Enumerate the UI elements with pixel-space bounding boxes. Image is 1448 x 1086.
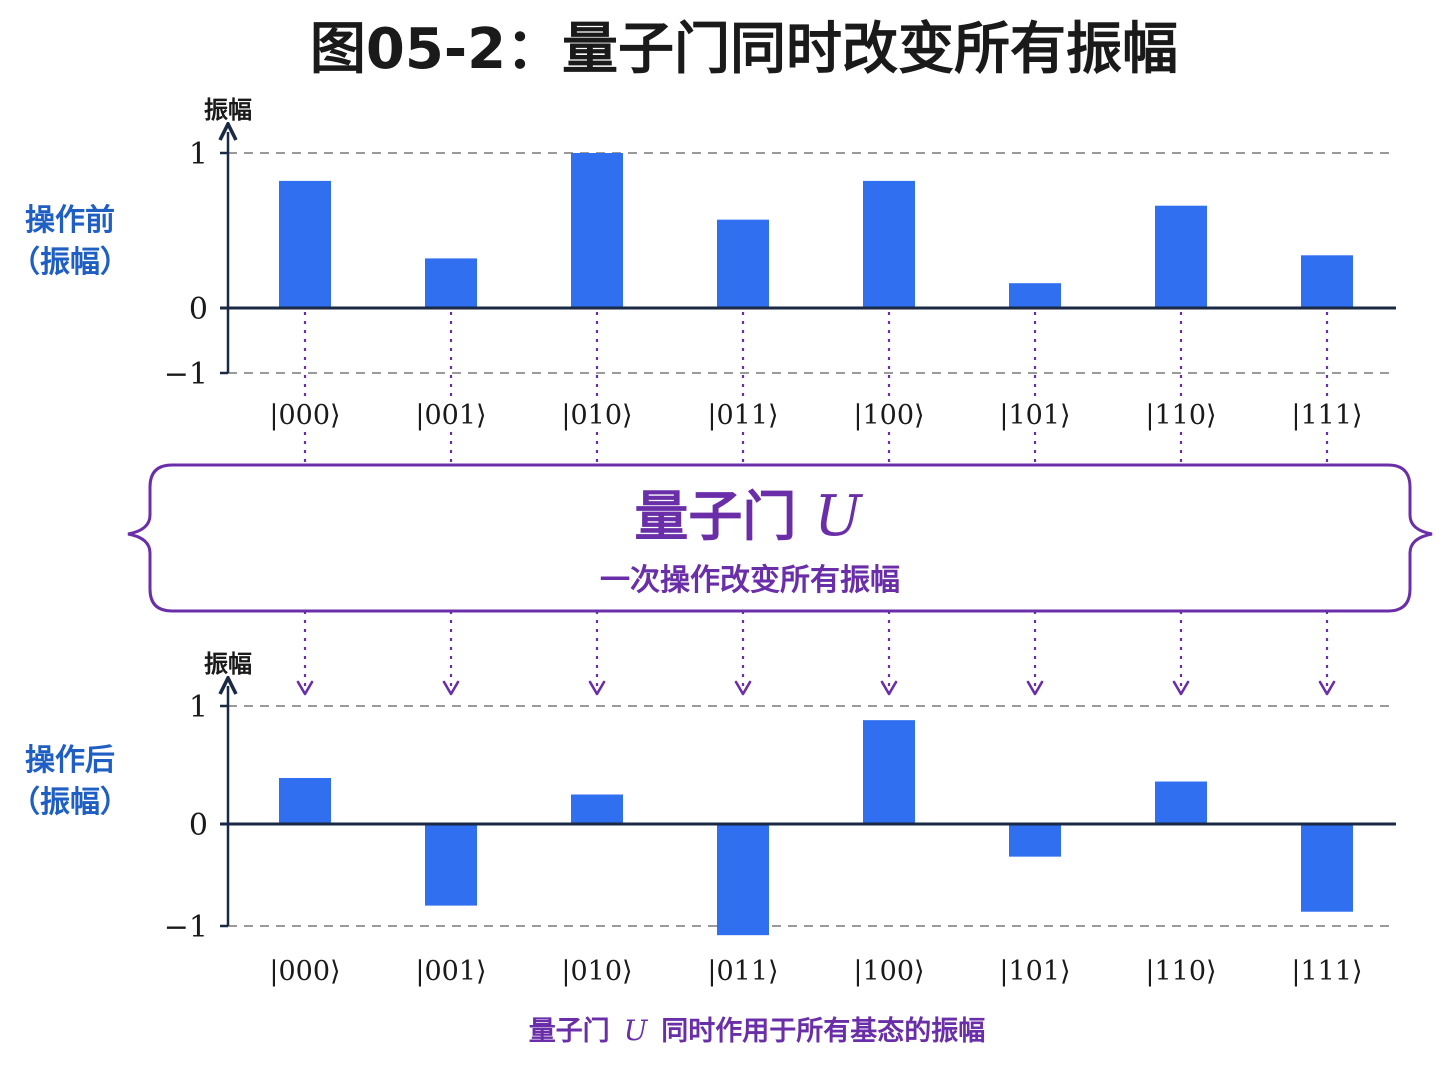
y-tick-label: 1	[189, 690, 208, 725]
bar	[571, 153, 623, 308]
bar	[279, 777, 331, 824]
chart-before: 操作前 （振幅） 振幅 1 0 −1 |000⟩ |001⟩ |010⟩ |011⟩ |100…	[10, 96, 1396, 431]
gate-bracket	[127, 463, 1433, 613]
gate-title: 量子门	[634, 485, 796, 548]
side-label-line2: （振幅）	[10, 245, 130, 280]
y-axis-title: 振幅	[204, 650, 252, 678]
x-tick-label: |011⟩	[707, 956, 778, 987]
x-tick-label: |101⟩	[999, 956, 1070, 987]
connector-arrowhead	[442, 680, 460, 696]
caption-symbol: U	[624, 1014, 649, 1047]
y-axis-title: 振幅	[204, 96, 252, 124]
connector-arrowhead	[296, 680, 314, 696]
y-tick-label: 1	[189, 137, 208, 172]
x-tick-label: |110⟩	[1145, 400, 1216, 431]
bar	[279, 180, 331, 308]
bar	[571, 794, 623, 824]
x-tick-label: |001⟩	[415, 400, 486, 431]
connector-arrowhead	[1172, 680, 1190, 696]
bar	[717, 219, 769, 308]
bar	[717, 824, 769, 936]
side-label-line1: 操作前	[25, 203, 115, 238]
y-tick-label: 0	[189, 292, 208, 327]
connector-arrowhead	[588, 680, 606, 696]
bar	[1009, 824, 1061, 857]
x-tick-label: |000⟩	[269, 400, 340, 431]
bar	[1301, 255, 1353, 308]
bar	[1009, 283, 1061, 308]
x-tick-label: |010⟩	[561, 400, 632, 431]
x-tick-label: |101⟩	[999, 400, 1070, 431]
y-tick-label: 0	[189, 808, 208, 843]
gate-title-line: 量子门 U	[634, 484, 863, 549]
x-tick-label: |111⟩	[1291, 956, 1362, 987]
y-tick-label: −1	[164, 910, 208, 945]
connector-arrowhead	[880, 680, 898, 696]
bar	[425, 258, 477, 308]
caption-prefix: 量子门	[529, 1016, 610, 1047]
gate-symbol: U	[814, 484, 863, 549]
bar	[1155, 781, 1207, 824]
bar	[425, 824, 477, 906]
x-tick-label: |000⟩	[269, 956, 340, 987]
side-label-line1: 操作后	[25, 743, 115, 778]
connector-arrows	[296, 312, 1336, 696]
connector-arrowhead	[1318, 680, 1336, 696]
gate-subtitle: 一次操作改变所有振幅	[600, 563, 900, 598]
bar	[1301, 824, 1353, 912]
caption-suffix: 同时作用于所有基态的振幅	[661, 1015, 985, 1047]
x-tick-label: |111⟩	[1291, 400, 1362, 431]
bar	[863, 720, 915, 824]
figure-title: 图05-2：量子门同时改变所有振幅	[310, 17, 1178, 82]
x-tick-label: |011⟩	[707, 400, 778, 431]
chart-after: 操作后 （振幅） 振幅 1 0 −1 |000⟩ |001⟩ |010⟩ |011⟩ |100…	[10, 650, 1396, 987]
bar	[863, 180, 915, 308]
x-tick-label: |001⟩	[415, 956, 486, 987]
connector-arrowhead	[734, 680, 752, 696]
x-tick-label: |100⟩	[853, 400, 924, 431]
gate-box: 量子门 U 一次操作改变所有振幅	[127, 463, 1433, 613]
x-tick-label: |010⟩	[561, 956, 632, 987]
side-label-line2: （振幅）	[10, 785, 130, 820]
x-tick-label: |100⟩	[853, 956, 924, 987]
caption: 量子门 U 同时作用于所有基态的振幅	[529, 1014, 986, 1047]
bar	[1155, 205, 1207, 308]
x-tick-label: |110⟩	[1145, 956, 1216, 987]
y-tick-label: −1	[164, 357, 208, 392]
connector-arrowhead	[1026, 680, 1044, 696]
